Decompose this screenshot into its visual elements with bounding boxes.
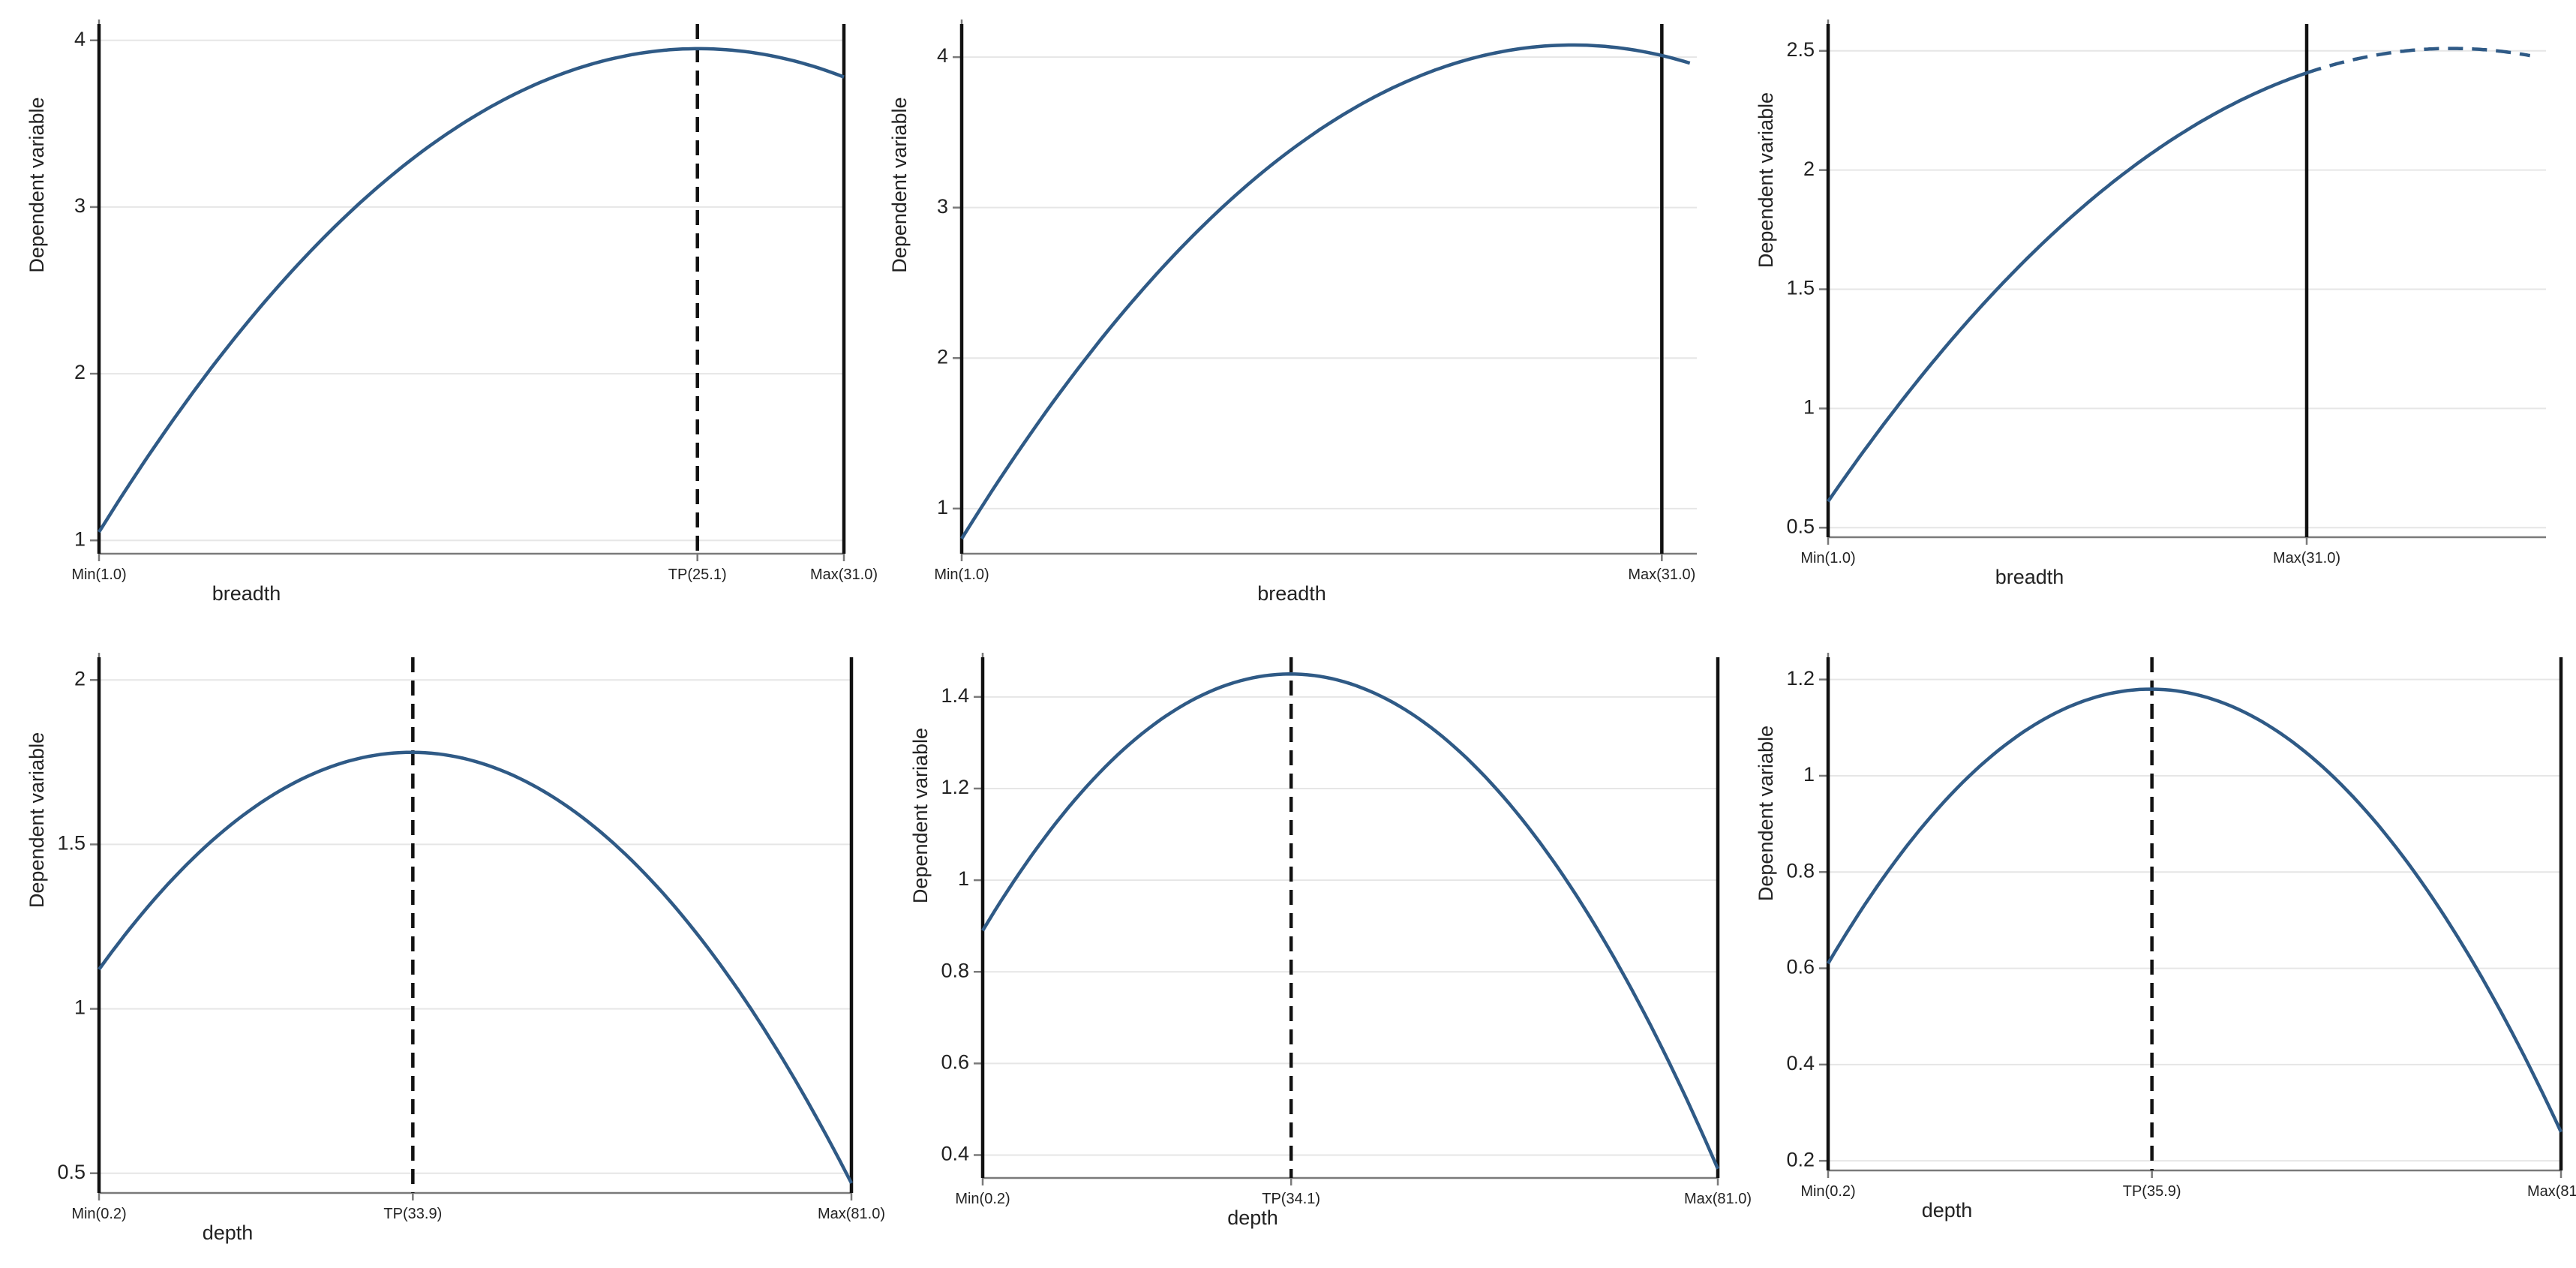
y-tick-label: 3	[937, 195, 948, 218]
chart-panel: 0.5 1 1.5 2 Min(0.2) TP(33.9) Max(81.0) depth De…	[26, 653, 885, 1244]
y-tick-label: 0.8	[1786, 859, 1815, 882]
y-tick-label: 4	[74, 28, 86, 50]
x-axis-title: breadth	[1995, 566, 2064, 588]
fitted-curve	[98, 47, 845, 533]
fitted-curve	[1827, 71, 2307, 503]
y-tick-label: 0.6	[1786, 956, 1815, 978]
chart-panel: 0.2 0.4 0.6 0.8 1 1.2 Min(0.2) TP(35.9) Max(81.0…	[1755, 653, 2576, 1221]
x-axis-title: depth	[1227, 1206, 1278, 1229]
x-tick-label: TP(34.1)	[1262, 1191, 1320, 1207]
x-axis-title: depth	[1922, 1199, 1973, 1221]
y-axis-title: Dependent variable	[888, 98, 911, 273]
chart-panel: 1 2 3 4 Min(1.0) Max(31.0) breadth Dependent va…	[888, 20, 1697, 605]
y-tick-label: 1	[958, 867, 969, 890]
x-tick-label: Max(31.0)	[2273, 550, 2340, 566]
y-axis-title: Dependent variable	[26, 732, 48, 908]
y-tick-label: 1	[1803, 763, 1815, 786]
y-tick-label: 2.5	[1786, 38, 1815, 61]
y-tick-label: 4	[937, 44, 948, 67]
fitted-curve-extrapolation	[2306, 47, 2531, 75]
y-axis-title: Dependent variable	[1755, 726, 1777, 901]
x-tick-label: TP(35.9)	[2123, 1183, 2181, 1200]
y-axis-title: Dependent variable	[909, 728, 932, 903]
x-tick-label: Min(1.0)	[71, 566, 126, 583]
y-tick-label: 2	[74, 361, 86, 383]
x-tick-label: Min(0.2)	[71, 1206, 126, 1222]
y-tick-label: 1	[74, 996, 86, 1019]
x-axis-title: depth	[203, 1221, 254, 1244]
y-tick-label: 0.4	[941, 1143, 969, 1165]
fitted-curve	[960, 43, 1691, 540]
y-tick-label: 2	[937, 345, 948, 368]
x-tick-label: Min(0.2)	[1800, 1183, 1855, 1200]
y-tick-label: 0.2	[1786, 1148, 1815, 1170]
y-tick-label: 1.5	[1786, 277, 1815, 299]
chart-panel: 1 2 3 4 Min(1.0) TP(25.1) Max(31.0) breadth Depe…	[26, 20, 878, 605]
y-axis-title: Dependent variable	[26, 98, 48, 273]
x-tick-label: Min(0.2)	[955, 1191, 1010, 1207]
chart-panel: 0.5 1 1.5 2 2.5 Min(1.0) Max(31.0) breadth Depen…	[1755, 20, 2546, 588]
y-tick-label: 1.2	[1786, 667, 1815, 690]
y-tick-label: 1	[1803, 396, 1815, 419]
x-tick-label: Max(81.0)	[818, 1206, 885, 1222]
fitted-curve	[98, 750, 854, 1184]
x-axis-title: breadth	[1257, 582, 1326, 605]
y-tick-label: 0.5	[1786, 515, 1815, 537]
y-tick-label: 1	[937, 496, 948, 518]
y-tick-label: 0.6	[941, 1050, 969, 1073]
x-tick-label: Max(81.0)	[2527, 1183, 2576, 1200]
y-tick-label: 0.5	[57, 1161, 86, 1183]
x-tick-label: Min(1.0)	[934, 566, 989, 583]
x-tick-label: Max(81.0)	[1684, 1191, 1752, 1207]
x-axis-title: breadth	[212, 582, 281, 605]
y-tick-label: 0.4	[1786, 1052, 1815, 1074]
fitted-curve	[981, 672, 1720, 1170]
y-tick-label: 3	[74, 194, 86, 217]
x-tick-label: TP(25.1)	[668, 566, 727, 583]
y-axis-title: Dependent variable	[1755, 92, 1777, 268]
fitted-curve	[1827, 687, 2563, 1133]
y-tick-label: 1.2	[941, 776, 969, 798]
x-tick-label: Max(31.0)	[1628, 566, 1695, 583]
x-tick-label: Max(31.0)	[810, 566, 878, 583]
chart-panel: 0.4 0.6 0.8 1 1.2 1.4 Min(0.2) TP(34.1) Max(81.0…	[909, 653, 1752, 1229]
y-tick-label: 2	[74, 667, 86, 690]
y-tick-label: 1	[74, 527, 86, 550]
y-tick-label: 1.5	[57, 832, 86, 855]
y-tick-label: 2	[1803, 158, 1815, 180]
y-tick-label: 0.8	[941, 959, 969, 981]
x-tick-label: TP(33.9)	[383, 1206, 442, 1222]
y-tick-label: 1.4	[941, 684, 969, 707]
x-tick-label: Min(1.0)	[1800, 550, 1855, 566]
